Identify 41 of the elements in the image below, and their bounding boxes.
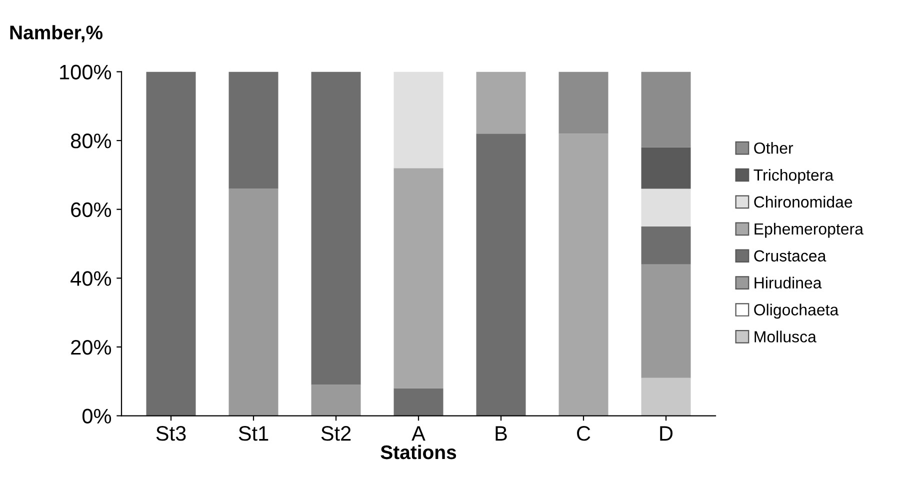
- bar: [641, 147, 691, 189]
- x-tick-label: C: [577, 426, 590, 441]
- bar: [228, 188, 278, 416]
- legend-label: Hirudinea: [754, 276, 822, 289]
- legend-label: Crustacea: [754, 250, 826, 262]
- bar: [311, 72, 361, 385]
- y-tick-label: 0%: [82, 408, 112, 424]
- y-tick-label: 100%: [60, 64, 112, 80]
- y-tick-label: 20%: [71, 340, 112, 355]
- bar: [558, 134, 608, 416]
- bar: [641, 72, 691, 148]
- y-tick-label: 60%: [71, 202, 112, 218]
- x-tick-label: St3: [156, 426, 186, 441]
- legend-label: Oligochaeta: [754, 304, 839, 319]
- bar: [394, 388, 444, 416]
- y-axis-title: Namber,%: [10, 25, 103, 42]
- legend-label: Ephemeroptera: [754, 222, 864, 238]
- y-tick-label: 80%: [70, 134, 112, 148]
- legend-label: Trichoptera: [754, 168, 834, 184]
- bar: [558, 72, 608, 134]
- legend-label: Mollusca: [754, 330, 816, 342]
- x-tick-label: A: [412, 426, 426, 441]
- bar: [641, 378, 691, 416]
- x-axis-title: Stations: [380, 444, 456, 460]
- bar: [641, 226, 691, 264]
- bar: [311, 384, 361, 416]
- bar: [146, 72, 196, 416]
- bar: [476, 72, 526, 134]
- bar: [228, 72, 278, 189]
- y-tick-label: 40%: [70, 271, 112, 286]
- bar: [476, 134, 526, 416]
- bar: [641, 188, 691, 227]
- x-tick-label: St2: [321, 426, 351, 441]
- x-tick-label: St1: [238, 426, 268, 441]
- legend-label: Other: [754, 142, 794, 154]
- bar: [641, 264, 691, 378]
- x-tick-label: B: [496, 426, 507, 441]
- legend-label: Chironomidae: [754, 196, 852, 208]
- bar: [394, 168, 444, 388]
- x-tick-label: D: [660, 426, 673, 441]
- bar: [394, 72, 444, 168]
